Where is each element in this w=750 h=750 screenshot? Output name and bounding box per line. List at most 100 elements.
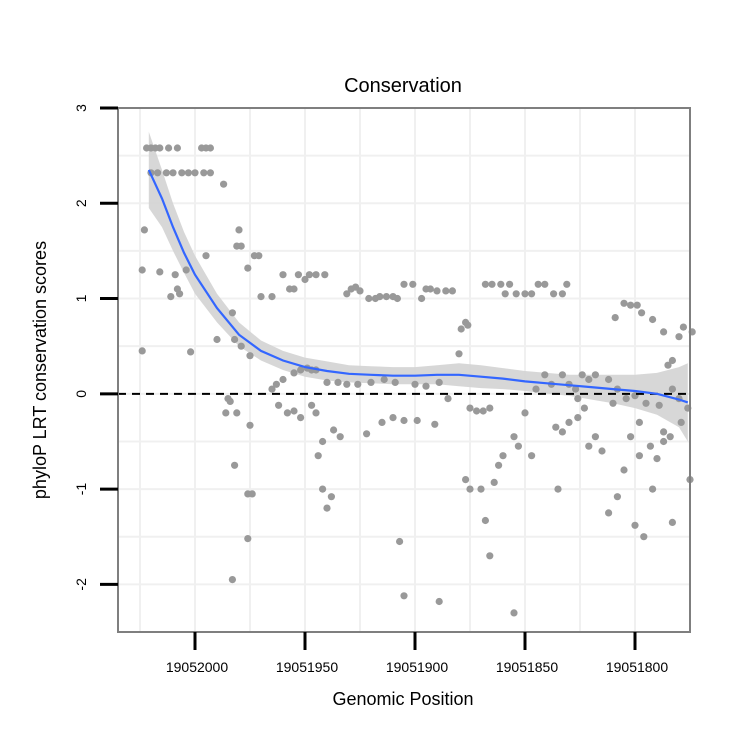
data-point bbox=[380, 375, 388, 384]
data-point bbox=[481, 280, 489, 288]
data-point bbox=[481, 516, 489, 525]
y-tick-label: 3 bbox=[73, 104, 89, 112]
data-point bbox=[334, 378, 342, 386]
data-point bbox=[501, 290, 509, 298]
data-point bbox=[343, 380, 351, 388]
data-point bbox=[664, 361, 672, 369]
data-point bbox=[226, 397, 234, 405]
data-point bbox=[653, 455, 661, 463]
y-tick-label: 1 bbox=[73, 294, 89, 302]
data-point bbox=[156, 144, 164, 152]
data-point bbox=[308, 401, 316, 409]
data-point bbox=[431, 420, 439, 428]
data-point bbox=[343, 290, 351, 298]
data-point bbox=[297, 414, 305, 422]
data-point bbox=[228, 576, 236, 584]
data-point bbox=[668, 518, 677, 527]
data-point bbox=[563, 280, 571, 288]
data-point bbox=[660, 328, 668, 336]
data-point bbox=[660, 428, 668, 436]
data-point bbox=[330, 426, 338, 434]
data-point bbox=[534, 280, 542, 288]
data-point bbox=[649, 315, 657, 324]
data-point bbox=[433, 287, 441, 295]
data-point bbox=[510, 609, 518, 617]
data-point bbox=[486, 404, 494, 412]
data-point bbox=[268, 293, 276, 301]
data-point bbox=[233, 409, 241, 417]
data-point bbox=[411, 380, 419, 388]
data-point bbox=[473, 407, 481, 415]
data-point bbox=[294, 271, 302, 279]
data-point bbox=[228, 309, 236, 317]
data-point bbox=[178, 169, 186, 177]
data-point bbox=[382, 293, 390, 301]
data-point bbox=[365, 294, 373, 303]
data-point bbox=[512, 290, 520, 298]
data-point bbox=[464, 321, 472, 329]
data-point bbox=[521, 409, 529, 417]
data-point bbox=[591, 433, 600, 441]
data-point bbox=[448, 287, 456, 295]
data-point bbox=[477, 485, 485, 493]
data-point bbox=[666, 433, 674, 441]
data-point bbox=[173, 144, 181, 152]
data-point bbox=[631, 521, 639, 529]
data-point bbox=[668, 385, 677, 393]
data-point bbox=[323, 504, 331, 512]
data-point bbox=[246, 352, 254, 360]
data-point bbox=[426, 285, 434, 293]
data-point bbox=[462, 476, 470, 484]
data-point bbox=[268, 385, 276, 393]
data-point bbox=[635, 452, 644, 460]
data-point bbox=[585, 442, 593, 450]
data-point bbox=[378, 418, 386, 426]
data-point bbox=[455, 350, 463, 358]
data-point bbox=[613, 493, 622, 501]
data-point bbox=[275, 401, 283, 409]
data-point bbox=[479, 407, 487, 415]
data-point bbox=[222, 409, 230, 417]
data-point bbox=[323, 378, 331, 386]
data-point bbox=[235, 226, 243, 234]
data-point bbox=[574, 414, 582, 422]
data-point bbox=[206, 144, 214, 152]
data-point bbox=[248, 490, 256, 498]
data-point bbox=[418, 294, 426, 303]
data-point bbox=[605, 509, 613, 517]
data-point bbox=[279, 271, 287, 279]
x-tick-label: 19051850 bbox=[496, 659, 559, 675]
data-point bbox=[231, 461, 239, 469]
data-point bbox=[442, 287, 450, 295]
data-point bbox=[413, 416, 421, 425]
data-point bbox=[305, 271, 313, 279]
data-point bbox=[314, 452, 322, 460]
data-point bbox=[435, 597, 443, 606]
data-point bbox=[620, 466, 628, 474]
data-point bbox=[638, 309, 646, 317]
data-point bbox=[457, 325, 465, 333]
data-point bbox=[633, 301, 641, 309]
data-point bbox=[668, 356, 677, 365]
data-point bbox=[642, 399, 650, 407]
data-point bbox=[237, 342, 245, 350]
x-tick-label: 19052000 bbox=[166, 659, 229, 675]
data-point bbox=[244, 264, 252, 272]
x-axis-ticks: 19052000 19051950 19051900 19051850 19051800 bbox=[166, 632, 668, 675]
data-point bbox=[167, 293, 175, 301]
y-tick-label: -2 bbox=[73, 578, 89, 591]
data-point bbox=[649, 485, 657, 493]
data-point bbox=[255, 252, 263, 260]
data-point bbox=[376, 293, 384, 301]
data-point bbox=[497, 280, 505, 288]
data-point bbox=[558, 290, 567, 298]
data-point bbox=[191, 169, 199, 177]
data-point bbox=[655, 401, 663, 409]
data-point bbox=[327, 493, 335, 501]
data-point bbox=[246, 421, 254, 429]
data-point bbox=[367, 378, 375, 386]
data-point bbox=[466, 404, 474, 412]
data-point bbox=[646, 442, 655, 450]
x-tick-label: 19051900 bbox=[386, 659, 449, 675]
data-point bbox=[156, 268, 164, 276]
